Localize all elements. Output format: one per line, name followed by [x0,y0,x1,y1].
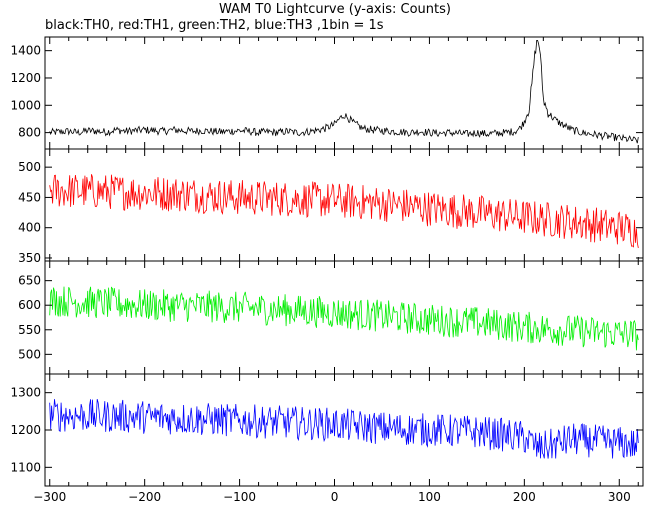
chart-subtitle: black:TH0, red:TH1, green:TH2, blue:TH3 … [45,18,384,33]
y-tick-label-1-3: 500 [18,160,41,174]
x-tick-label-6: 300 [608,490,631,504]
x-tick-label-4: 100 [418,490,441,504]
panel-frame-3 [44,373,644,487]
y-tick-label-3-0: 1100 [10,460,41,474]
series-line-th1 [49,174,639,249]
y-tick-label-2-0: 500 [18,347,41,361]
y-tick-label-2-2: 600 [18,298,41,312]
y-tick-label-0-3: 1400 [10,44,41,58]
x-tick-label-3: 0 [331,490,339,504]
x-tick-label-1: −200 [128,490,161,504]
y-tick-label-1-1: 400 [18,221,41,235]
y-tick-label-3-1: 1200 [10,423,41,437]
panel-frame-0 [44,36,644,150]
y-tick-label-0-0: 800 [18,126,41,140]
x-tick-label-5: 200 [513,490,536,504]
y-tick-label-3-2: 1300 [10,386,41,400]
y-tick-label-1-0: 350 [18,251,41,265]
series-line-th0 [49,40,639,144]
series-line-th3 [49,398,639,459]
y-tick-label-0-1: 1000 [10,98,41,112]
y-tick-label-0-2: 1200 [10,71,41,85]
y-tick-label-2-3: 650 [18,274,41,288]
panels-group: 8001000120014003504004505005005506006501… [10,36,644,504]
y-tick-label-2-1: 550 [18,323,41,337]
x-tick-label-0: −300 [33,490,66,504]
x-tick-label-2: −100 [223,490,256,504]
series-line-th2 [49,286,639,351]
y-tick-label-1-2: 450 [18,190,41,204]
chart-title: WAM T0 Lightcurve (y-axis: Counts) [219,2,451,17]
